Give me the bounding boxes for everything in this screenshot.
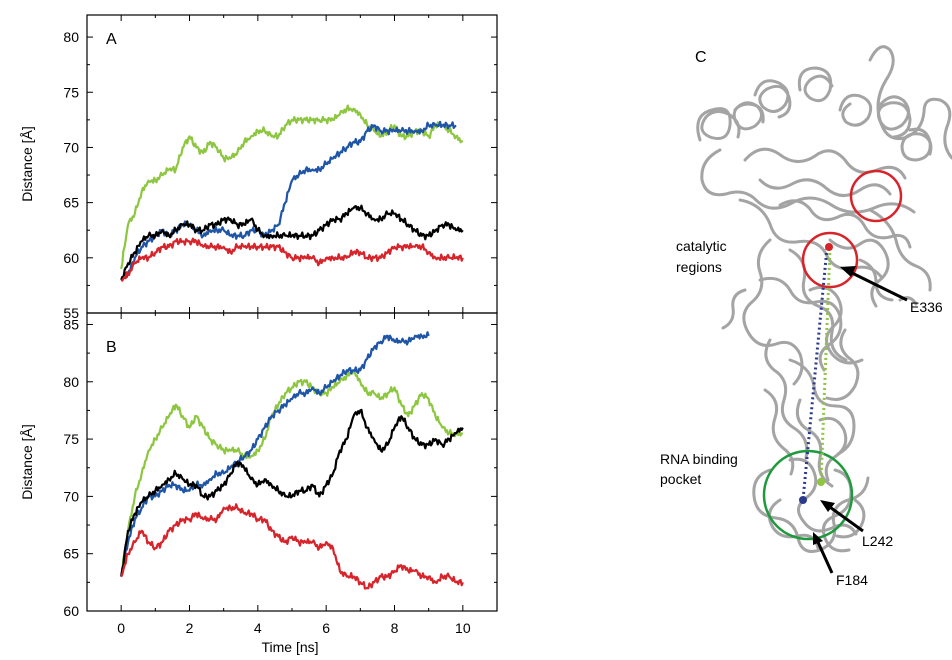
panel-a-series-line [120,204,464,281]
x-tick-label: 8 [391,620,399,636]
rna-label-line2: pocket [660,471,701,487]
panel-b-series-line [120,408,464,577]
panel-b-y-tick-label: 60 [63,603,79,619]
panel-a-y-tick-label: 70 [63,139,79,155]
panel-b-y-tick-label: 70 [63,488,79,504]
panel-c-structure: C [660,45,952,588]
panel-b-y-axis-label: Distance [Å] [19,424,35,499]
panel-b-series-line [120,331,430,577]
panel-b-y-tick-label: 85 [63,316,79,332]
panel-b-frame [86,312,498,612]
panel-a-y-axis-label: Distance [Å] [19,126,35,201]
l242-label: L242 [862,533,893,549]
panel-a-y-tick-label: 55 [63,305,79,321]
protein-ribbon [696,45,952,553]
e336-label: E336 [910,299,943,315]
panel-b-series-line [120,503,464,590]
panel-a-series-line [120,237,464,282]
panel-b-y-tick-label: 80 [63,374,79,390]
panel-c-letter: C [695,49,707,66]
x-tick-label: 2 [186,620,194,636]
panel-b-y-tick-label: 75 [63,431,79,447]
panel-a-y-tick-label: 65 [63,195,79,211]
panel-a-series-line [120,104,464,270]
x-tick-label: 6 [322,620,330,636]
panel-a: 55 60 65 70 75 80 A Distance [Å] [19,14,498,321]
panel-b-letter: B [106,339,117,356]
catalytic-circle-e336 [801,231,859,289]
l242-marker [817,478,825,486]
f184-marker [799,496,807,504]
panel-a-y-tick-label: 60 [63,250,79,266]
x-tick-label: 4 [254,620,262,636]
distance-link-green [819,247,832,483]
panel-a-series-line [120,120,457,281]
x-tick-label: 10 [455,620,471,636]
x-axis-label: Time [ns] [261,639,318,655]
rna-label-line1: RNA binding [660,451,738,467]
f184-label: F184 [836,572,868,588]
panel-a-frame [86,14,498,314]
panel-a-series [120,104,464,282]
catalytic-label-line1: catalytic [676,238,727,254]
panel-b-y-tick-label: 65 [63,546,79,562]
e336-marker [825,243,833,251]
panel-b-series [120,331,464,590]
x-tick-label: 0 [117,620,125,636]
annotation-arrows [813,266,908,574]
rna-binding-circle [762,449,854,541]
catalytic-label-line2: regions [676,259,722,275]
panel-b-series-line [120,369,463,577]
panel-b-ticks: 0 2 4 6 8 10 60 65 70 75 80 85 [63,313,498,636]
panel-a-letter: A [106,31,117,48]
panel-a-y-tick-label: 75 [63,84,79,100]
panel-b: 0 2 4 6 8 10 60 65 70 75 80 85 B Distance [Å] Time … [19,312,498,655]
distance-link-blue [801,247,829,501]
catalytic-circle-top [849,169,903,223]
panel-a-y-tick-label: 80 [63,29,79,45]
